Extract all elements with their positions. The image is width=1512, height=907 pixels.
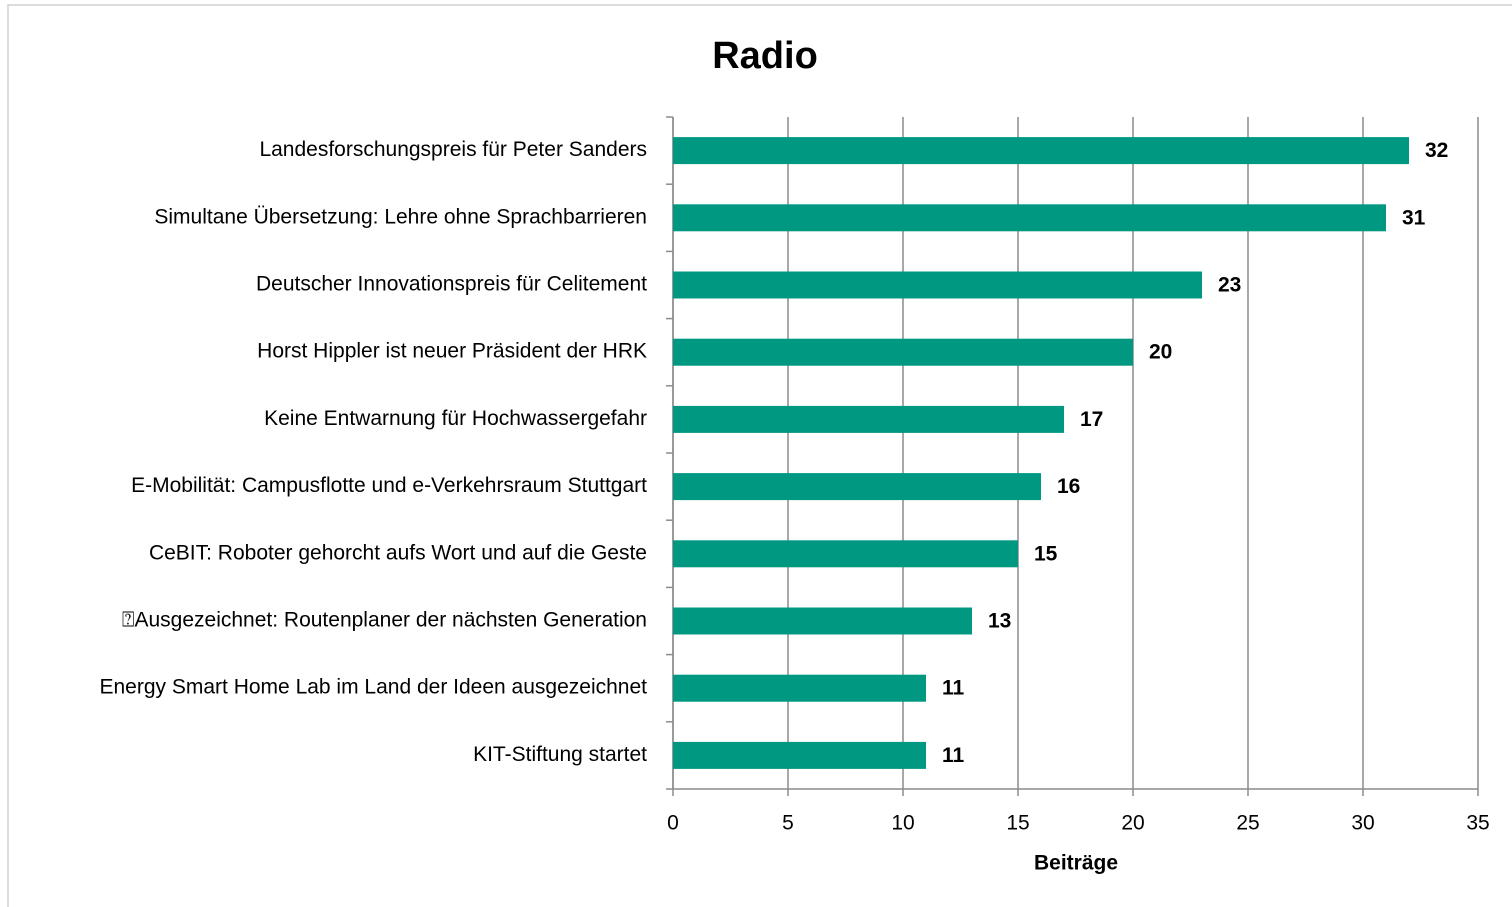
x-tick-label: 5	[782, 812, 794, 835]
bar	[673, 473, 1041, 501]
data-label: 11	[942, 677, 965, 700]
y-tick-label: Horst Hippler ist neuer Präsident der HR…	[257, 340, 647, 363]
data-label: 15	[1034, 542, 1058, 565]
data-label: 20	[1149, 341, 1172, 364]
chart-title: Radio	[712, 35, 818, 77]
y-tick-label: Keine Entwarnung für Hochwassergefahr	[264, 407, 647, 430]
bar	[673, 674, 926, 702]
data-label: 31	[1402, 206, 1426, 229]
x-tick-label: 25	[1236, 812, 1259, 835]
bar	[673, 741, 926, 769]
data-label: 17	[1080, 408, 1103, 431]
y-tick-label: ⍰Ausgezeichnet: Routenplaner der nächste…	[122, 609, 647, 632]
y-tick-label: KIT-Stiftung startet	[473, 743, 647, 766]
y-tick-label: CeBIT: Roboter gehorcht aufs Wort und au…	[149, 541, 647, 564]
x-tick-label: 20	[1121, 812, 1144, 835]
x-axis-title: Beiträge	[1034, 852, 1118, 875]
x-tick-label: 15	[1006, 812, 1029, 835]
y-tick-label: Energy Smart Home Lab im Land der Ideen …	[100, 676, 648, 699]
y-tick-label: Landesforschungspreis für Peter Sanders	[259, 138, 647, 161]
bar	[673, 338, 1133, 366]
x-tick-label: 35	[1466, 812, 1489, 835]
y-tick-label: Simultane Übersetzung: Lehre ohne Sprach…	[154, 205, 647, 228]
bar	[673, 405, 1064, 433]
x-tick-label: 0	[667, 812, 679, 835]
data-label: 16	[1057, 475, 1080, 498]
bar	[673, 607, 972, 635]
data-label: 32	[1425, 139, 1448, 162]
bar	[673, 540, 1018, 568]
data-label: 23	[1218, 274, 1241, 297]
x-tick-label: 10	[891, 812, 914, 835]
data-label: 11	[942, 744, 965, 767]
y-tick-label: Deutscher Innovationspreis für Celitemen…	[256, 273, 647, 296]
x-tick-label: 30	[1351, 812, 1374, 835]
bar	[673, 204, 1386, 232]
bar	[673, 137, 1409, 165]
data-label: 13	[988, 610, 1011, 633]
y-tick-label: E-Mobilität: Campusflotte und e-Verkehrs…	[131, 474, 647, 497]
bar	[673, 271, 1202, 299]
